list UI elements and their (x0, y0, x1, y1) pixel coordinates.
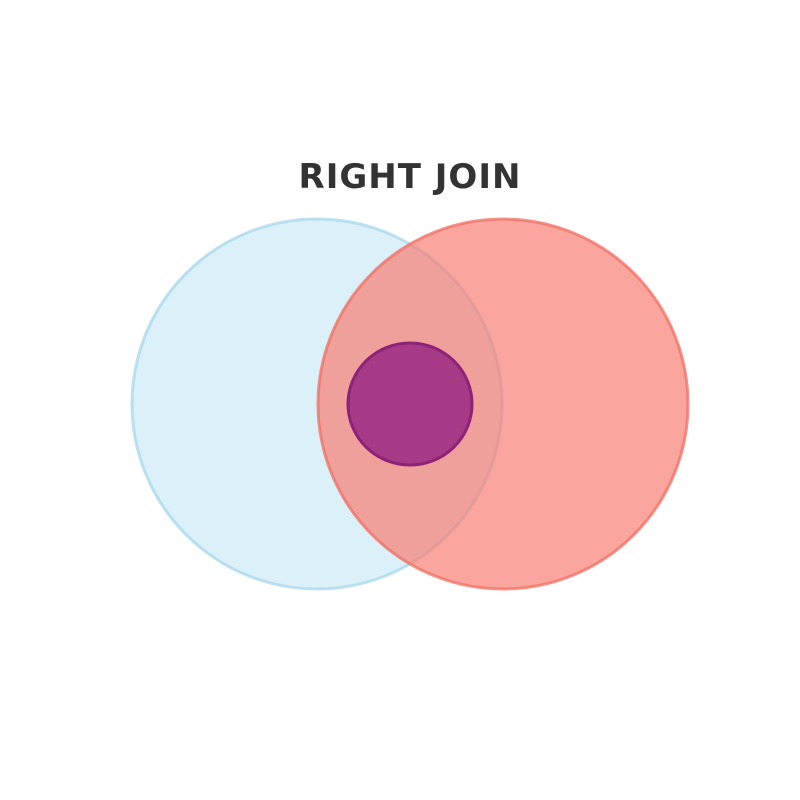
matched-rows-circle (346, 341, 474, 467)
diagram-title: RIGHT JOIN (299, 157, 522, 197)
right-table-circle (316, 217, 690, 591)
